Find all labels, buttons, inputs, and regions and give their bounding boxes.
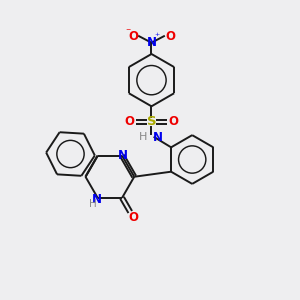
Text: O: O [124, 115, 134, 128]
Text: $^+$: $^+$ [153, 32, 161, 41]
Text: $^-$: $^-$ [124, 26, 132, 35]
Text: O: O [128, 211, 138, 224]
Text: N: N [92, 193, 101, 206]
Text: O: O [169, 115, 178, 128]
Text: H: H [139, 132, 147, 142]
Text: N: N [146, 36, 157, 49]
Text: O: O [165, 30, 175, 43]
Text: N: N [118, 148, 128, 161]
Text: S: S [147, 115, 156, 128]
Text: N: N [153, 131, 163, 144]
Text: O: O [128, 30, 138, 43]
Text: H: H [89, 200, 97, 209]
